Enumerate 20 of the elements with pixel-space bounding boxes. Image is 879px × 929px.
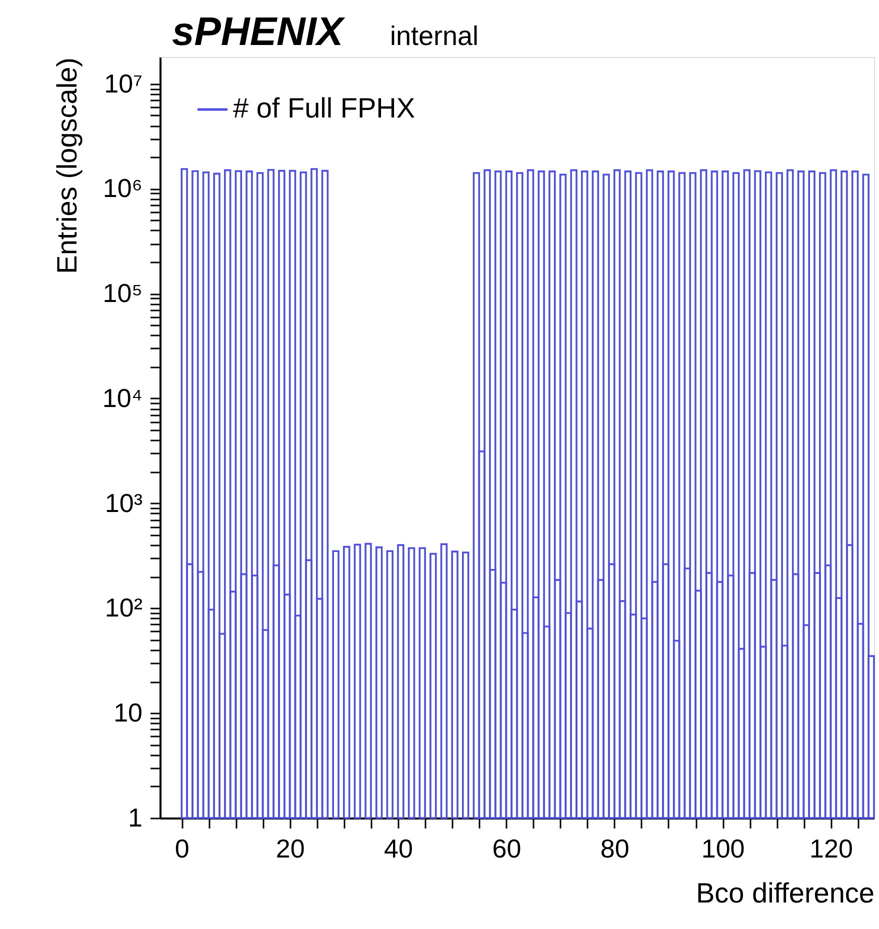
y-tick-label: 10³ <box>104 488 143 518</box>
x-axis-title: Bco difference <box>696 878 874 908</box>
y-tick-label: 10 <box>114 698 142 728</box>
y-tick-label: 10² <box>104 592 143 623</box>
y-tick-label: 10⁷ <box>104 68 142 98</box>
x-tick-label: 80 <box>600 834 630 864</box>
x-tick-label: 40 <box>384 834 413 864</box>
y-axis-title: Entries (logscale) <box>51 58 82 274</box>
x-tick-label: 60 <box>492 834 522 864</box>
y-tick-label: 1 <box>128 802 142 832</box>
chart-title: sPHENIX <box>172 10 346 54</box>
legend-label: # of Full FPHX <box>233 92 416 124</box>
y-tick-label: 10⁵ <box>102 278 142 308</box>
x-tick-label: 0 <box>174 834 190 864</box>
chart-subtitle: internal <box>390 21 479 51</box>
y-tick-label: 10⁶ <box>102 173 142 204</box>
x-tick-label: 20 <box>276 834 305 864</box>
x-tick-label: 100 <box>701 834 745 864</box>
y-tick-label: 10⁴ <box>102 382 142 413</box>
x-tick-label: 120 <box>810 834 853 864</box>
